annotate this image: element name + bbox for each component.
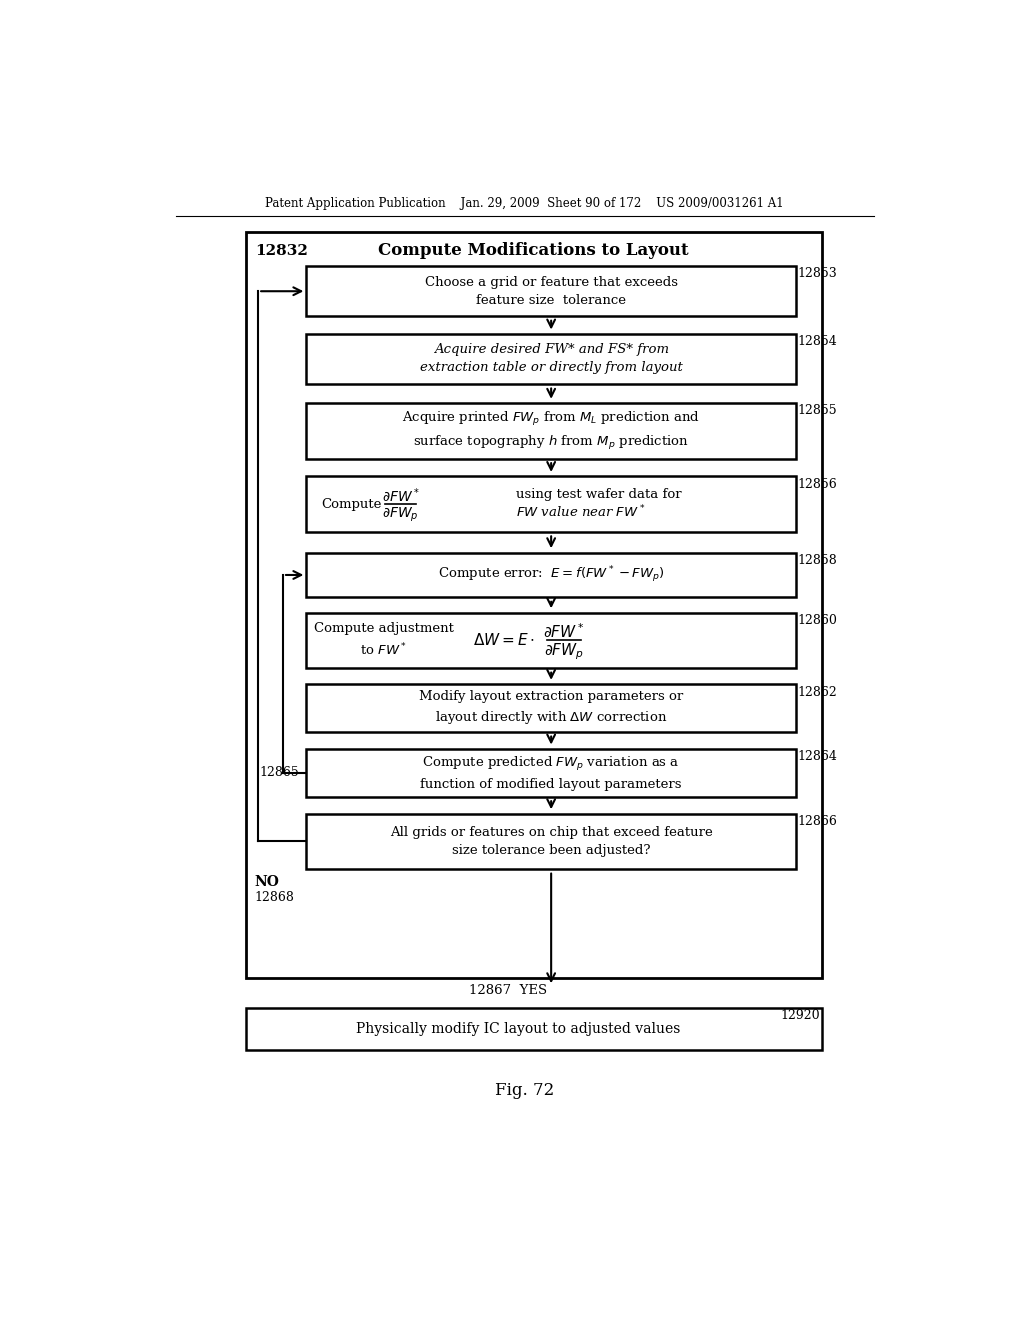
Bar (306, 477, 796, 532)
Text: using test wafer data for: using test wafer data for (515, 488, 681, 502)
Text: Compute error:  $E = f(FW^* - FW_p)$: Compute error: $E = f(FW^* - FW_p)$ (438, 565, 665, 585)
Bar (306, 553, 796, 598)
Text: Acquire desired FW* and FS* from
extraction table or directly from layout: Acquire desired FW* and FS* from extract… (420, 343, 683, 375)
Text: 12920: 12920 (780, 1008, 820, 1022)
Bar (306, 612, 796, 668)
Text: $\Delta W = E \cdot$: $\Delta W = E \cdot$ (473, 632, 535, 648)
Bar (306, 267, 796, 317)
Bar (306, 404, 796, 459)
Text: Patent Application Publication    Jan. 29, 2009  Sheet 90 of 172    US 2009/0031: Patent Application Publication Jan. 29, … (265, 197, 784, 210)
Text: 12858: 12858 (798, 554, 838, 566)
Text: $\partial FW^*$: $\partial FW^*$ (382, 486, 420, 506)
Text: 12866: 12866 (798, 814, 838, 828)
Text: 12855: 12855 (798, 404, 838, 417)
Bar (306, 813, 796, 869)
Text: Modify layout extraction parameters or
layout directly with $\Delta W$ correctio: Modify layout extraction parameters or l… (419, 690, 683, 726)
Text: Compute adjustment
to $FW^*$: Compute adjustment to $FW^*$ (313, 622, 454, 659)
Text: Fig. 72: Fig. 72 (496, 1081, 554, 1098)
Text: $\partial FW_p$: $\partial FW_p$ (383, 506, 419, 524)
Text: 12856: 12856 (798, 478, 838, 491)
Text: Choose a grid or feature that exceeds
feature size  tolerance: Choose a grid or feature that exceeds fe… (425, 276, 678, 306)
Text: $FW$ value near $FW^*$: $FW$ value near $FW^*$ (515, 503, 645, 520)
Text: Compute predicted $FW_p$ variation as a
function of modified layout parameters: Compute predicted $FW_p$ variation as a … (421, 755, 682, 791)
Text: 12832: 12832 (255, 244, 308, 257)
Bar (246, 1007, 821, 1051)
Text: $\partial FW_p$: $\partial FW_p$ (545, 642, 585, 661)
Bar (306, 334, 796, 384)
Bar (246, 231, 821, 978)
Text: Compute: Compute (321, 498, 381, 511)
Text: 12867  YES: 12867 YES (469, 983, 547, 997)
Text: 12860: 12860 (798, 614, 838, 627)
Text: Compute Modifications to Layout: Compute Modifications to Layout (379, 243, 689, 259)
Text: NO: NO (254, 875, 280, 890)
Text: All grids or features on chip that exceed feature
size tolerance been adjusted?: All grids or features on chip that excee… (390, 826, 713, 857)
Text: 12868: 12868 (254, 891, 294, 904)
Text: 12853: 12853 (798, 268, 838, 280)
Text: $\partial FW^*$: $\partial FW^*$ (544, 623, 586, 642)
Text: Physically modify IC layout to adjusted values: Physically modify IC layout to adjusted … (356, 1022, 680, 1036)
Text: 12865: 12865 (260, 767, 299, 779)
Bar (306, 684, 796, 733)
Text: 12862: 12862 (798, 685, 838, 698)
Text: Acquire printed $FW_p$ from $M_L$ prediction and
surface topography $h$ from $M_: Acquire printed $FW_p$ from $M_L$ predic… (402, 411, 700, 451)
Text: 12854: 12854 (798, 335, 838, 348)
Text: 12864: 12864 (798, 750, 838, 763)
Bar (306, 748, 796, 797)
